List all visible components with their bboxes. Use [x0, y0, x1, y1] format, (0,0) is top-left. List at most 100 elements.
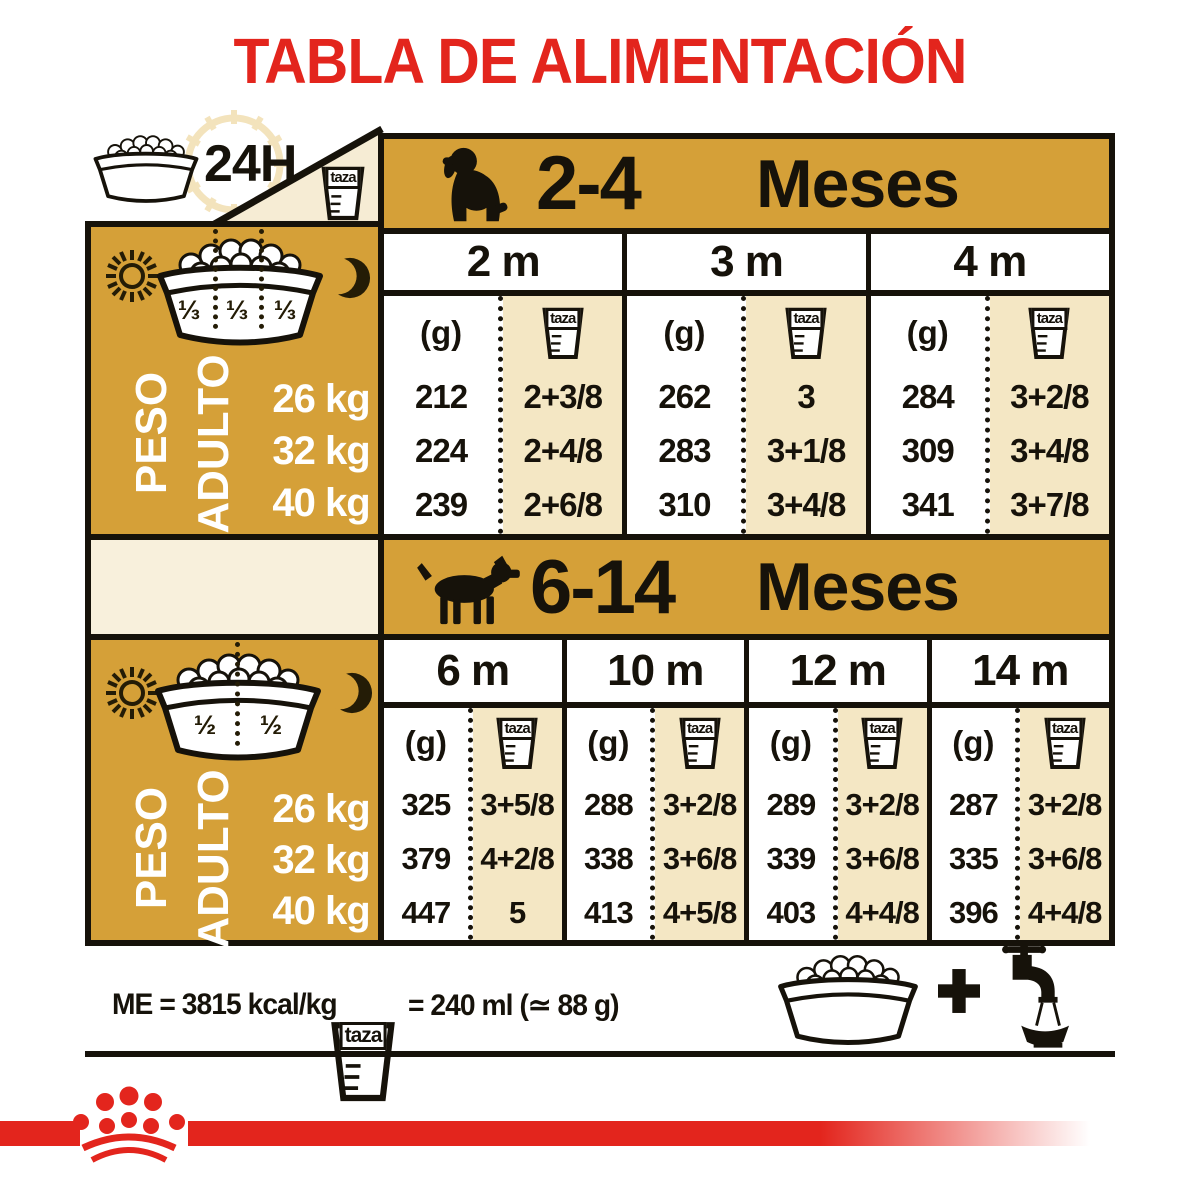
cups-value: 3+2/8 — [662, 787, 737, 822]
grams-value: 413 — [584, 895, 634, 930]
measuring-cup-icon: taza — [326, 1016, 400, 1106]
portion-fraction: ½ — [193, 710, 217, 740]
measuring-cup-icon: taza — [676, 714, 724, 772]
age-range: 2-4 — [536, 141, 642, 226]
cups-value: 4+2/8 — [480, 841, 554, 876]
age-band-6-14: 6-14 Meses — [384, 540, 1109, 634]
month-header: 6 m — [384, 640, 562, 702]
cups-value: 2+4/8 — [523, 432, 602, 469]
grams-value: 341 — [901, 486, 955, 523]
weight-list: 26 kg 32 kg 40 kg — [239, 784, 403, 937]
grams-value: 325 — [401, 787, 452, 822]
grams-value: 310 — [658, 486, 711, 523]
adult-weight-label: ADULTO — [189, 354, 238, 534]
grams-header: (g) — [587, 724, 630, 761]
grams-value: 447 — [401, 895, 452, 930]
adult-weight-label: PESO — [127, 371, 176, 495]
month-column: (g) 287 335 396 taza 3+2/8 3+6/8 4+4/8 — [931, 708, 1109, 940]
weight-value: 40 kg — [272, 889, 370, 933]
cup-equivalence: = 240 ml (≃ 88 g) — [408, 989, 620, 1022]
cups-value: 3+5/8 — [480, 787, 554, 822]
cups-value: 3+6/8 — [1027, 841, 1102, 876]
weight-value: 40 kg — [272, 480, 370, 525]
weight-value: 32 kg — [272, 428, 370, 473]
feeding-table-6-14-months: 6-14 Meses 6 m 10 m 12 m 14 m (g) 325 37… — [378, 534, 1115, 946]
portion-fraction: ⅓ — [225, 295, 249, 325]
month-column: (g) 284 309 341 taza 3+2/8 3+4/8 3+7/8 — [870, 296, 1109, 534]
portion-panel-2-4: ⅓ ⅓ ⅓ PESO ADULTO 26 kg 32 kg 40 kg — [91, 227, 378, 534]
age-unit: Meses — [756, 145, 960, 222]
grams-header: (g) — [420, 314, 463, 351]
grams-value: 284 — [901, 378, 955, 415]
grams-header: (g) — [404, 724, 447, 761]
cups-value: 3+1/8 — [766, 432, 846, 469]
table-body: (g) 212 224 239 taza 2+3/8 2+4/8 2+6/8 (… — [384, 296, 1109, 534]
brand-stripe-right — [188, 1121, 1118, 1146]
cups-value: 2+3/8 — [523, 378, 602, 415]
grams-value: 212 — [415, 378, 468, 415]
split-bowl-icon: ½ ½ — [153, 642, 323, 764]
cup-label: taza — [325, 167, 361, 189]
cup-label: taza — [1031, 308, 1067, 330]
puppy-icon — [442, 147, 508, 222]
month-header-row: 6 m 10 m 12 m 14 m — [384, 640, 1109, 702]
cup-label: taza — [864, 718, 900, 740]
grams-value: 288 — [584, 787, 634, 822]
grams-value: 287 — [949, 787, 999, 822]
grams-header: (g) — [906, 314, 949, 351]
water-faucet-icon — [1002, 943, 1070, 1048]
portion-divider — [235, 642, 240, 746]
portion-divider — [213, 229, 218, 329]
grams-value: 396 — [949, 895, 999, 930]
spacer-panel — [91, 540, 378, 634]
grams-value: 335 — [949, 841, 999, 876]
page-title: TABLA DE ALIMENTACIÓN — [233, 25, 968, 97]
weight-value: 26 kg — [272, 376, 370, 421]
adult-weight-label: ADULTO — [189, 769, 238, 949]
month-header: 2 m — [384, 234, 623, 290]
month-header: 4 m — [870, 234, 1109, 290]
cups-value: 3+7/8 — [1010, 486, 1089, 523]
measuring-cup-icon: taza — [539, 304, 587, 362]
weight-value: 26 kg — [272, 787, 370, 831]
month-column: (g) 325 379 447 taza 3+5/8 4+2/8 5 — [384, 708, 562, 940]
grams-value: 239 — [415, 486, 468, 523]
moon-icon — [327, 253, 371, 303]
food-bowl-icon — [92, 133, 200, 205]
energy-value: ME = 3815 kcal/kg — [112, 988, 338, 1021]
grams-value: 289 — [766, 787, 817, 822]
grams-value: 309 — [901, 432, 955, 469]
age-unit: Meses — [756, 549, 960, 625]
portion-panel-6-14: ½ ½ PESO ADULTO 26 kg 32 kg 40 kg — [91, 640, 378, 949]
cups-value: 3+4/8 — [766, 486, 846, 523]
grams-header: (g) — [663, 314, 706, 351]
portion-divider — [259, 229, 264, 329]
month-column: (g) 289 339 403 taza 3+2/8 3+6/8 4+4/8 — [749, 708, 927, 940]
adult-weight-label: PESO — [127, 786, 176, 910]
cups-value: 3+6/8 — [845, 841, 919, 876]
measuring-cup-icon: taza — [782, 304, 830, 362]
cups-value: 3+6/8 — [662, 841, 737, 876]
grams-value: 338 — [584, 841, 634, 876]
cup-label: taza — [1047, 718, 1083, 740]
table-body: (g) 325 379 447 taza 3+5/8 4+2/8 5 (g) 2… — [384, 708, 1109, 940]
month-column: (g) 288 338 413 taza 3+2/8 3+6/8 4+5/8 — [566, 708, 744, 940]
sun-icon — [103, 247, 161, 305]
cup-label: taza — [545, 308, 581, 330]
weight-column: ⅓ ⅓ ⅓ PESO ADULTO 26 kg 32 kg 40 kg ½ ½ — [85, 221, 384, 949]
age-band-2-4: 2-4 Meses — [384, 139, 1109, 228]
cups-value: 4+4/8 — [845, 895, 919, 930]
measuring-cup-icon: taza — [1041, 714, 1089, 772]
month-header: 10 m — [566, 640, 744, 702]
cup-label: taza — [682, 718, 718, 740]
grams-value: 379 — [401, 841, 452, 876]
cups-value: 5 — [509, 895, 526, 930]
month-column: (g) 212 224 239 taza 2+3/8 2+4/8 2+6/8 — [384, 296, 623, 534]
cups-value: 3+2/8 — [845, 787, 919, 822]
cup-label: taza — [788, 308, 824, 330]
measuring-cup-icon: taza — [493, 714, 541, 772]
grams-value: 403 — [766, 895, 817, 930]
cups-value: 3+4/8 — [1010, 432, 1089, 469]
royal-canin-crown-logo — [73, 1086, 185, 1163]
